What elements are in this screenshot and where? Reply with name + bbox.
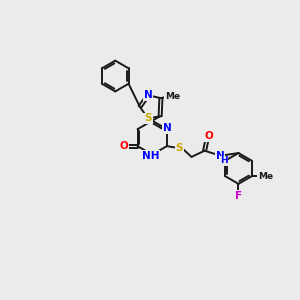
Text: H: H <box>220 156 228 165</box>
Text: N: N <box>163 123 172 134</box>
Text: S: S <box>176 143 183 153</box>
Text: O: O <box>204 131 213 141</box>
Text: Me: Me <box>258 172 273 181</box>
Text: N: N <box>144 90 152 100</box>
Text: NH: NH <box>142 151 159 161</box>
Text: S: S <box>144 113 152 123</box>
Text: F: F <box>235 191 242 201</box>
Text: O: O <box>119 141 128 151</box>
Text: N: N <box>216 151 224 161</box>
Text: Me: Me <box>165 92 180 101</box>
